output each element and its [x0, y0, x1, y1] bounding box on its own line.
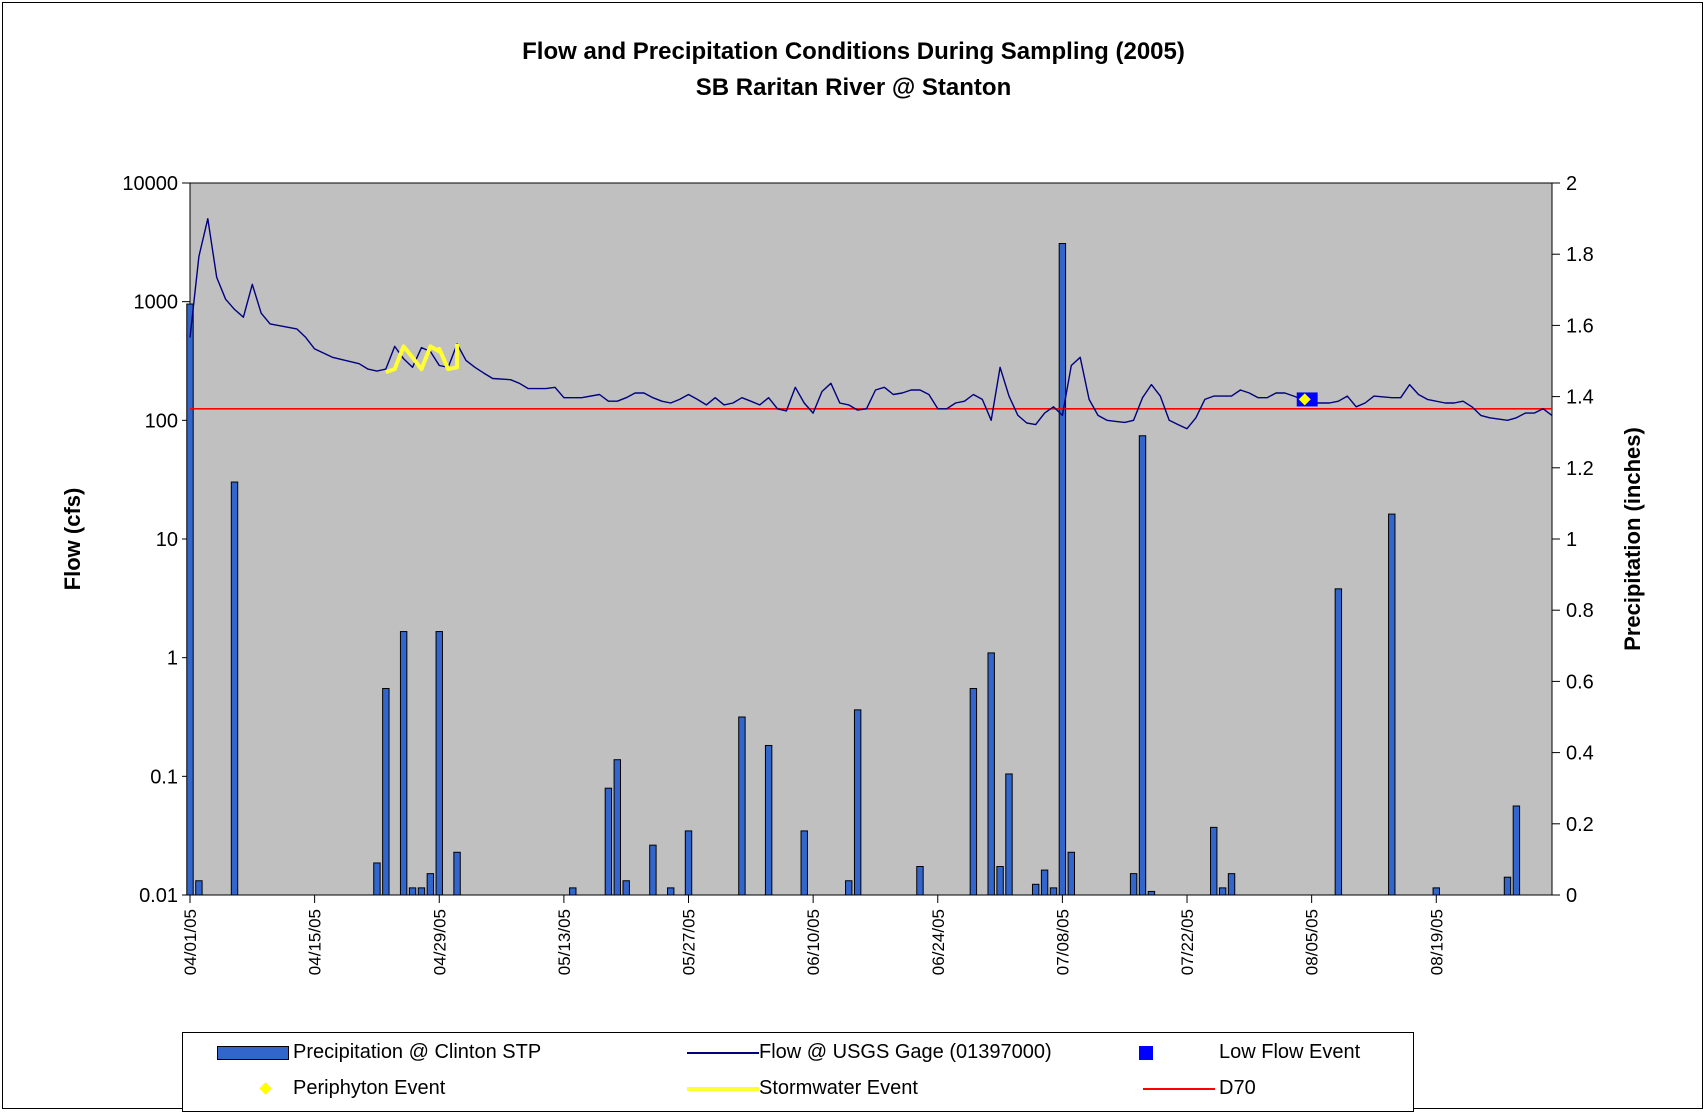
- legend-label: Low Flow Event: [1219, 1041, 1361, 1063]
- precip-bar: [1067, 851, 1075, 896]
- chart-title: Flow and Precipitation Conditions During…: [522, 38, 1185, 65]
- precip-bar: [382, 688, 390, 896]
- y2-tick-label: 0.2: [1566, 814, 1594, 836]
- y2-tick-label: 1.2: [1566, 458, 1594, 480]
- precip-bar: [373, 862, 381, 896]
- precip-bar: [1058, 243, 1067, 896]
- precip-bar: [399, 631, 408, 896]
- precip-bar: [1210, 826, 1218, 896]
- y-tick-label: 1000: [134, 292, 179, 314]
- precip-bar: [969, 688, 978, 896]
- precip-bar: [569, 887, 577, 896]
- legend-swatch-red-line: [1143, 1088, 1215, 1090]
- precip-bar: [613, 759, 621, 896]
- precip-bar: [684, 830, 693, 896]
- precip-bar: [1334, 588, 1343, 896]
- x-tick-label: 04/01/05: [181, 909, 200, 975]
- precip-bar: [764, 744, 773, 896]
- legend-swatch-diamond: [259, 1082, 272, 1095]
- precip-bar: [1432, 887, 1440, 896]
- y-tick-label: 0.1: [150, 766, 178, 788]
- x-tick-label: 08/19/05: [1427, 909, 1446, 975]
- precip-bar: [1388, 513, 1396, 896]
- y2-tick-label: 1.4: [1566, 387, 1594, 409]
- precip-bar: [1129, 873, 1138, 896]
- y-tick-label: 10: [156, 529, 178, 551]
- x-tick-label: 07/22/05: [1178, 909, 1197, 975]
- legend-label: Precipitation @ Clinton STP: [293, 1041, 542, 1063]
- precip-bar: [435, 631, 443, 896]
- x-tick-label: 04/29/05: [430, 909, 449, 975]
- y2-tick-label: 1.6: [1566, 315, 1594, 337]
- legend-label: Flow @ USGS Gage (01397000): [759, 1041, 1052, 1063]
- y2-tick-label: 0.6: [1566, 671, 1594, 693]
- precip-bar: [667, 887, 675, 896]
- x-tick-label: 06/10/05: [804, 909, 823, 975]
- precip-bar: [195, 880, 203, 896]
- y2-axis-label: Precipitation (inches): [1620, 427, 1645, 651]
- precip-bar: [1005, 773, 1013, 896]
- legend: Precipitation @ Clinton STP Flow @ USGS G…: [182, 1032, 1414, 1112]
- precip-bar: [1031, 883, 1040, 896]
- y2-tick-label: 2: [1566, 173, 1577, 195]
- x-tick-label: 07/08/05: [1053, 909, 1072, 975]
- x-tick-label: 05/13/05: [555, 909, 574, 975]
- x-tick-label: 04/15/05: [306, 909, 325, 975]
- x-tick-label: 05/27/05: [680, 909, 699, 975]
- legend-label: D70: [1219, 1077, 1256, 1099]
- precip-bar: [987, 652, 995, 896]
- precip-bar: [800, 830, 808, 896]
- legend-label: Stormwater Event: [759, 1077, 918, 1099]
- y-axis-label: Flow (cfs): [60, 488, 85, 591]
- precip-bar: [1512, 805, 1521, 896]
- y-tick-label: 0.01: [139, 885, 178, 907]
- legend-swatch-thick-line: [687, 1087, 759, 1091]
- y2-tick-label: 0.4: [1566, 743, 1594, 765]
- precip-bar: [1218, 887, 1227, 896]
- legend-swatch-bar: [217, 1046, 289, 1060]
- precip-bar: [1040, 869, 1049, 896]
- precip-bar: [426, 873, 435, 896]
- precip-bar: [1138, 435, 1147, 896]
- precip-bar: [417, 887, 426, 896]
- y2-tick-label: 0: [1566, 885, 1577, 907]
- precip-bar: [1503, 876, 1512, 896]
- precip-bar: [845, 880, 853, 896]
- precip-bar: [1049, 887, 1058, 896]
- precip-bar: [916, 866, 924, 896]
- precip-bar: [853, 709, 862, 896]
- precip-bar: [604, 787, 613, 896]
- precip-bar: [186, 303, 194, 896]
- plot-area: [189, 182, 1553, 896]
- x-tick-label: 08/05/05: [1303, 909, 1322, 975]
- precip-bar: [649, 844, 657, 896]
- precip-bar: [230, 481, 239, 896]
- precip-bar: [408, 887, 417, 896]
- precip-bar: [738, 716, 746, 896]
- precip-bar: [622, 880, 630, 896]
- y2-tick-label: 1: [1566, 529, 1577, 551]
- legend-swatch-square: [1139, 1046, 1153, 1060]
- y-tick-label: 100: [145, 410, 178, 432]
- x-tick-label: 06/24/05: [929, 909, 948, 975]
- y-tick-label: 10000: [122, 173, 178, 195]
- chart-svg: 0.01 0.1 1 10 100 1000 10000 0 0.2 0.4 0.6 0.8 1 1.2 1…: [60, 173, 1645, 975]
- periphyton-marker: [1298, 393, 1311, 406]
- y2-tick-label: 1.8: [1566, 244, 1594, 266]
- precip-bar: [996, 866, 1004, 896]
- y-tick-label: 1: [167, 648, 178, 670]
- precip-bar: [1227, 873, 1236, 896]
- stormwater-line: [385, 344, 460, 374]
- legend-label: Periphyton Event: [293, 1077, 446, 1099]
- chart-subtitle: SB Raritan River @ Stanton: [695, 74, 1012, 101]
- legend-swatch-line: [687, 1052, 759, 1054]
- precip-bar: [1147, 890, 1156, 896]
- y2-tick-label: 0.8: [1566, 600, 1594, 622]
- precip-bar: [453, 851, 461, 896]
